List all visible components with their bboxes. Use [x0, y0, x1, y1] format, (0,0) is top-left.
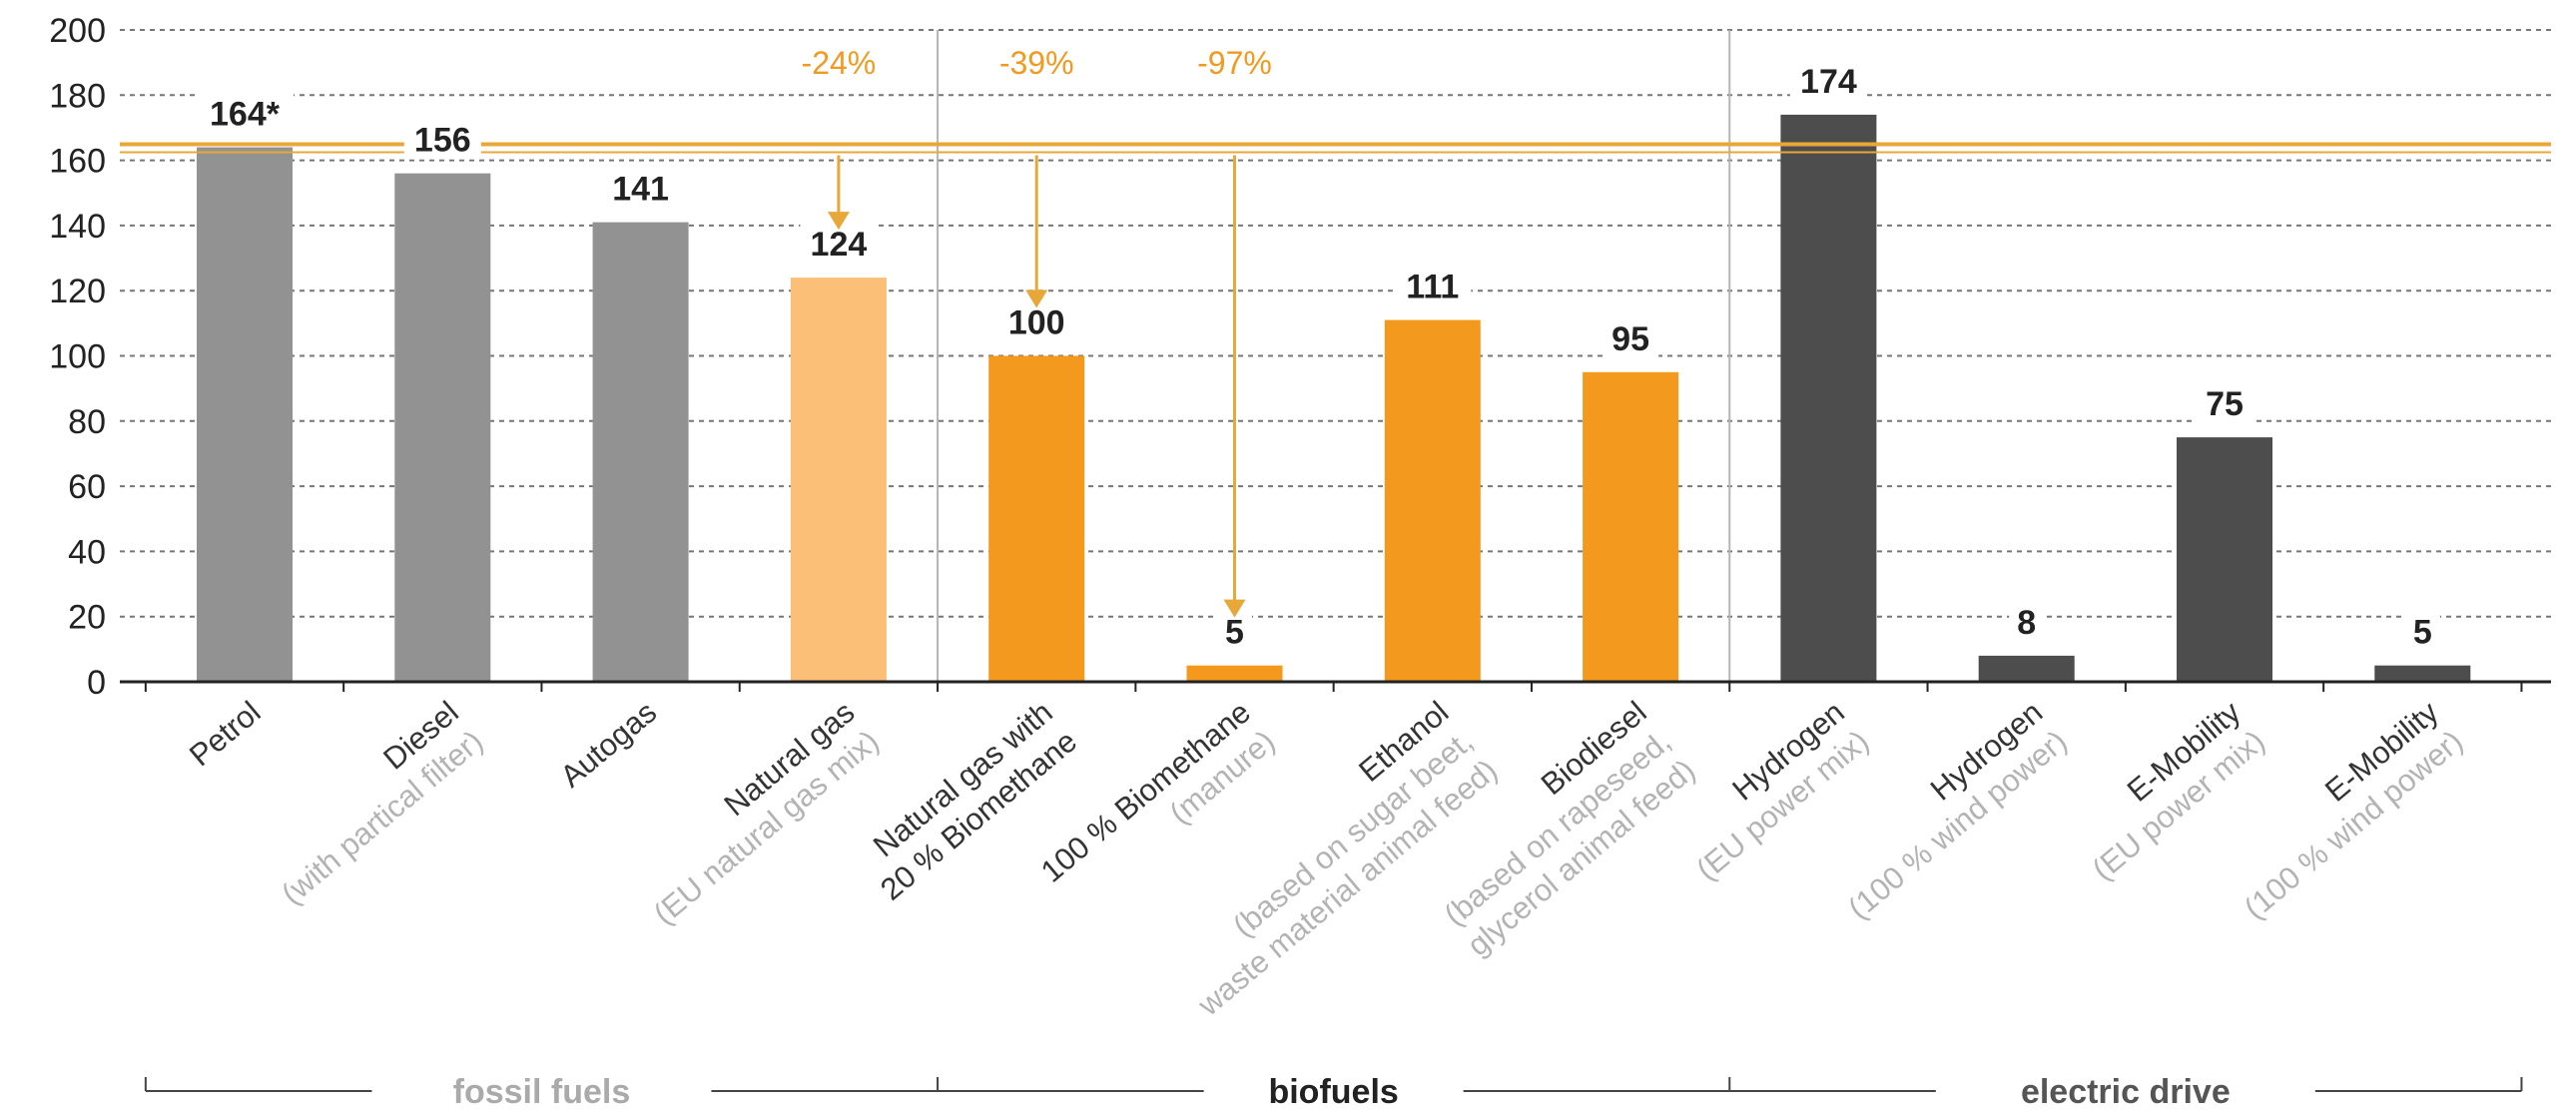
- value-label-bg: [1394, 266, 1472, 306]
- bar: [790, 278, 887, 682]
- value-label-bg: [800, 224, 878, 265]
- category-label: Petrol: [183, 695, 268, 774]
- bar: [1780, 114, 1877, 682]
- bar: [2177, 437, 2272, 682]
- y-tick-label: 120: [49, 273, 106, 310]
- value-label: 5: [2413, 614, 2432, 652]
- category-label: 100 % Biomethane(manure): [1034, 695, 1282, 889]
- value-label-bg: [2404, 611, 2440, 652]
- bar: [1384, 319, 1481, 682]
- value-label-bg: [2009, 601, 2045, 642]
- value-label: 5: [1225, 614, 1244, 652]
- reduction-label-bg: [1182, 45, 1287, 81]
- y-tick-label: 60: [68, 468, 106, 506]
- category-label: E-Mobility(EU power mix): [2086, 694, 2271, 887]
- group-label: fossil fuels: [453, 1073, 631, 1111]
- value-label-bg: [602, 168, 680, 209]
- bar: [1583, 371, 1679, 682]
- reduction-label: -39%: [999, 45, 1074, 81]
- value-label: 100: [1008, 304, 1065, 342]
- category-label: Diesel(with partical filter): [275, 695, 489, 912]
- group-label: electric drive: [2021, 1073, 2231, 1111]
- value-label: 95: [1611, 320, 1649, 358]
- category-name: Autogas: [553, 695, 663, 795]
- value-label: 164*: [210, 96, 281, 134]
- value-label: 174: [1800, 63, 1857, 101]
- reduction-label: -24%: [802, 45, 877, 81]
- y-tick-label: 200: [49, 12, 106, 50]
- value-label-bg: [997, 301, 1075, 342]
- value-label: 156: [414, 122, 471, 160]
- bar: [1978, 655, 2075, 682]
- category-name: Petrol: [183, 695, 268, 774]
- y-tick-label: 40: [68, 533, 106, 571]
- bar: [592, 222, 689, 682]
- bar: [394, 173, 491, 682]
- bar: [197, 147, 293, 683]
- reduction-arrow-head: [1025, 289, 1048, 308]
- reduction-arrow-head: [827, 212, 850, 231]
- value-label-bg: [196, 93, 294, 134]
- y-tick-label: 140: [49, 208, 106, 246]
- y-tick-label: 20: [68, 599, 106, 637]
- value-label-bg: [403, 119, 481, 160]
- value-label: 124: [811, 226, 868, 264]
- bar: [2374, 665, 2471, 682]
- y-tick-label: 160: [49, 143, 106, 181]
- reduction-label-bg: [786, 45, 891, 81]
- value-label-bg: [1789, 60, 1867, 101]
- category-label: Hydrogen(EU power mix): [1689, 695, 1875, 887]
- value-label: 141: [612, 171, 669, 209]
- reduction-label-bg: [984, 45, 1089, 81]
- y-tick-label: 180: [49, 77, 106, 115]
- value-label-bg: [2197, 383, 2253, 424]
- reduction-arrow-head: [1223, 599, 1246, 618]
- value-label-bg: [1217, 611, 1252, 652]
- value-label: 111: [1406, 269, 1459, 306]
- reduction-label: -97%: [1197, 45, 1272, 81]
- value-label: 8: [2017, 604, 2036, 642]
- category-note: waste material animal feed): [1191, 753, 1505, 1023]
- category-label: Autogas: [553, 695, 663, 795]
- category-label: Natural gas(EU natural gas mix): [647, 695, 886, 932]
- bar: [988, 355, 1085, 682]
- bar: [1186, 665, 1283, 682]
- y-tick-label: 0: [87, 664, 106, 702]
- group-label: biofuels: [1268, 1073, 1398, 1111]
- y-tick-label: 100: [49, 338, 106, 376]
- y-tick-label: 80: [68, 403, 106, 441]
- value-label: 75: [2206, 385, 2244, 423]
- value-label-bg: [1603, 317, 1659, 358]
